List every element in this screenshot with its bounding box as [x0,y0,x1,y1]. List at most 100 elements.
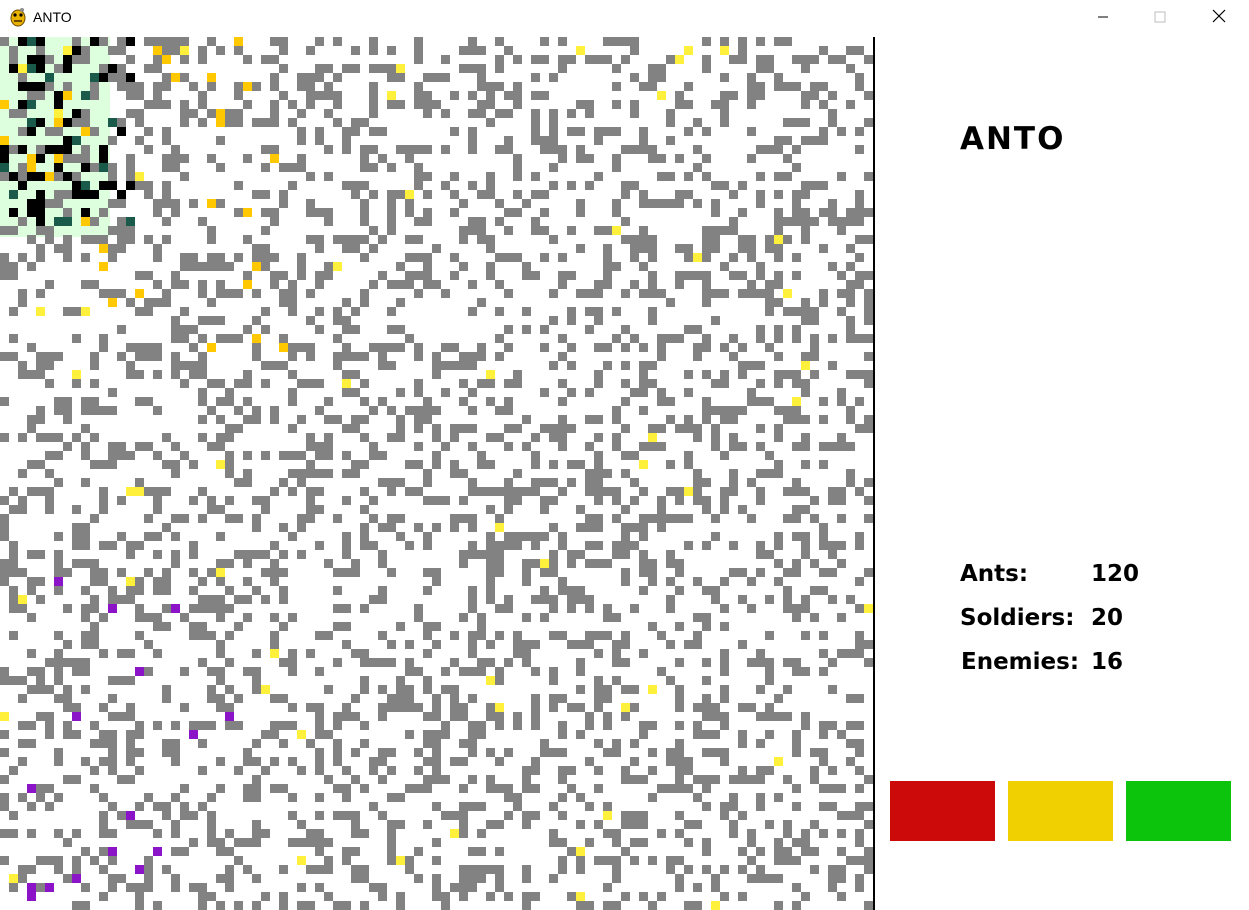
wall-cell [774,334,783,343]
wall-cell [540,739,549,748]
wall-cell [18,361,27,370]
minimize-button[interactable] [1074,0,1132,35]
wall-cell [801,235,810,244]
wall-cell [99,505,108,514]
wall-cell [621,658,630,667]
wall-cell [9,811,18,820]
wall-cell [99,568,108,577]
wall-cell [378,712,387,721]
game-board[interactable] [0,37,873,910]
wall-cell [792,406,801,415]
wall-cell [126,676,135,685]
wall-cell [594,856,603,865]
wall-cell [720,73,729,82]
yellow-button[interactable] [1008,781,1113,841]
wall-cell [234,766,243,775]
wall-cell [468,550,477,559]
wall-cell [0,37,9,46]
wall-cell [261,730,270,739]
wall-cell [396,901,405,910]
food-cell [801,361,810,370]
maximize-button[interactable] [1131,0,1189,35]
wall-cell [18,739,27,748]
wall-cell [270,217,279,226]
wall-cell [828,541,837,550]
wall-cell [351,712,360,721]
wall-cell [144,397,153,406]
wall-cell [783,820,792,829]
wall-cell [630,334,639,343]
food-cell [621,703,630,712]
red-button[interactable] [890,781,995,841]
wall-cell [783,829,792,838]
wall-cell [261,145,270,154]
wall-cell [603,721,612,730]
carrying-ant-cell [153,46,162,55]
wall-cell [657,334,666,343]
wall-cell [117,199,126,208]
wall-cell [846,478,855,487]
wall-cell [450,631,459,640]
wall-cell [864,55,873,64]
wall-cell [153,577,162,586]
wall-cell [342,541,351,550]
wall-cell [441,685,450,694]
wall-cell [441,730,450,739]
wall-cell [126,595,135,604]
wall-cell [153,37,162,46]
wall-cell [495,37,504,46]
wall-cell [9,505,18,514]
wall-cell [81,280,90,289]
wall-cell [486,262,495,271]
wall-cell [522,199,531,208]
wall-cell [432,703,441,712]
wall-cell [306,865,315,874]
wall-cell [459,703,468,712]
wall-cell [9,55,18,64]
wall-cell [333,361,342,370]
title-bar[interactable]: ANTO [0,0,1249,37]
wall-cell [315,505,324,514]
close-button[interactable] [1190,0,1248,35]
wall-cell [495,784,504,793]
wall-cell [612,82,621,91]
wall-cell [144,307,153,316]
wall-cell [0,271,9,280]
wall-cell [270,208,279,217]
wall-cell [576,595,585,604]
wall-cell [783,217,792,226]
wall-cell [675,775,684,784]
wall-cell [171,163,180,172]
green-button[interactable] [1126,781,1231,841]
wall-cell [756,874,765,883]
food-cell [18,64,27,73]
wall-cell [684,253,693,262]
wall-cell [225,721,234,730]
wall-cell [126,739,135,748]
wall-cell [657,667,666,676]
wall-cell [225,262,234,271]
wall-cell [657,514,666,523]
wall-cell [432,622,441,631]
wall-cell [360,487,369,496]
wall-cell [855,541,864,550]
wall-cell [837,730,846,739]
wall-cell [54,748,63,757]
wall-cell [810,820,819,829]
wall-cell [342,316,351,325]
wall-cell [45,451,54,460]
wall-cell [693,343,702,352]
ant-cell [27,127,36,136]
wall-cell [234,478,243,487]
wall-cell [702,586,711,595]
wall-cell [792,532,801,541]
wall-cell [801,415,810,424]
wall-cell [90,856,99,865]
wall-cell [594,676,603,685]
wall-cell [387,325,396,334]
wall-cell [315,136,324,145]
wall-cell [423,172,432,181]
wall-cell [855,838,864,847]
wall-cell [540,496,549,505]
wall-cell [360,118,369,127]
